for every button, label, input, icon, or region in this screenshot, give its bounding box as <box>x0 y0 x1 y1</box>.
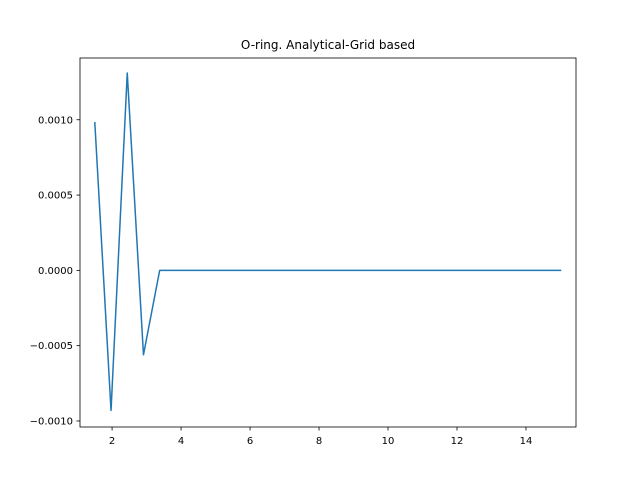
x-axis: 2 4 6 8 10 12 14 <box>109 427 532 447</box>
x-tick-label: 4 <box>178 436 184 447</box>
y-tick-label: 0.0010 <box>38 115 73 126</box>
y-tick-label: 0.0005 <box>38 191 73 202</box>
y-tick-label: 0.0000 <box>38 266 73 277</box>
series-layer <box>94 72 562 412</box>
x-tick-label: 12 <box>451 436 464 447</box>
y-tick-label: −0.0010 <box>30 416 73 427</box>
x-tick-label: 6 <box>247 436 253 447</box>
series-line <box>94 72 562 412</box>
chart-title: O-ring. Analytical-Grid based <box>241 38 415 52</box>
x-tick-label: 8 <box>316 436 322 447</box>
y-tick-label: −0.0005 <box>30 341 73 352</box>
x-tick-label: 14 <box>520 436 533 447</box>
x-tick-label: 2 <box>109 436 115 447</box>
y-axis: −0.0010 −0.0005 0.0000 0.0005 0.0010 <box>30 115 80 427</box>
plot-area-frame <box>79 57 577 428</box>
x-tick-label: 10 <box>382 436 395 447</box>
